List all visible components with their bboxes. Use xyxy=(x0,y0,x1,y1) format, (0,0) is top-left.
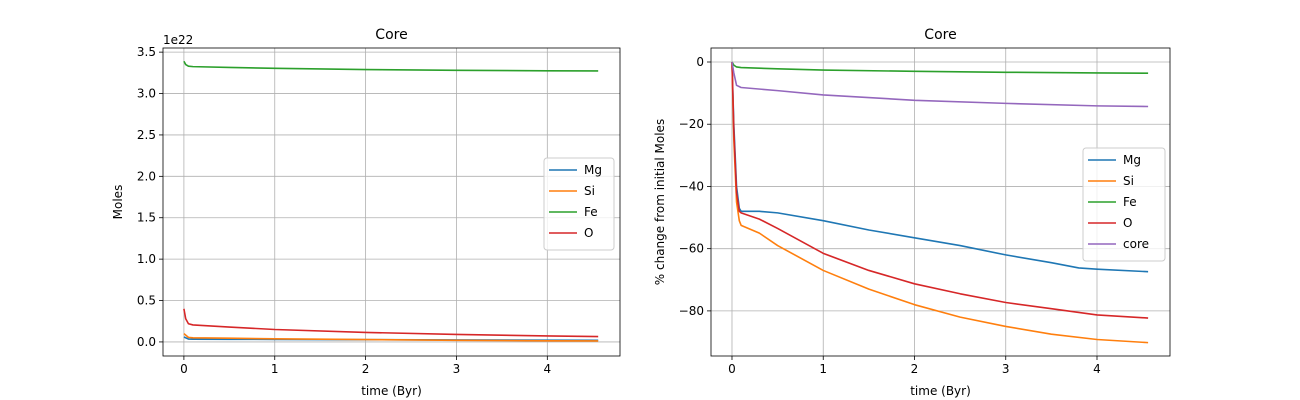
y-axis-label: % change from initial Moles xyxy=(653,119,667,285)
x-tick-label: 2 xyxy=(362,362,370,376)
y-tick-label: 1.0 xyxy=(137,252,156,266)
legend-label-o: O xyxy=(584,226,593,240)
y-tick-label: −80 xyxy=(679,304,704,318)
x-tick-label: 1 xyxy=(819,362,827,376)
y-axis-label: Moles xyxy=(111,185,125,220)
axes-frame xyxy=(162,47,621,357)
x-tick-label: 1 xyxy=(271,362,279,376)
x-tick-label: 4 xyxy=(543,362,551,376)
y-tick-label: 2.0 xyxy=(137,169,156,183)
y-tick-label: 2.5 xyxy=(137,128,156,142)
y-tick-label: −40 xyxy=(679,179,704,193)
legend-label-si: Si xyxy=(1123,174,1134,188)
y-tick-label: 3.5 xyxy=(137,45,156,59)
legend-label-mg: Mg xyxy=(584,163,602,177)
series-line-core xyxy=(731,61,1149,108)
x-tick-label: 4 xyxy=(1093,362,1101,376)
x-tick-label: 3 xyxy=(453,362,461,376)
series-line-si xyxy=(731,61,1149,344)
axes-frame xyxy=(710,47,1171,357)
series-line-fe xyxy=(183,60,599,72)
y-offset-label: 1e22 xyxy=(163,33,193,47)
x-tick-label: 0 xyxy=(728,362,736,376)
series-line-si xyxy=(183,333,599,342)
y-tick-label: −60 xyxy=(679,242,704,256)
series-line-o xyxy=(731,61,1149,319)
legend-label-fe: Fe xyxy=(584,205,598,219)
legend-label-o: O xyxy=(1123,216,1132,230)
series-line-o xyxy=(183,308,599,338)
legend-label-core: core xyxy=(1123,237,1149,251)
y-tick-label: 3.0 xyxy=(137,87,156,101)
legend: Mg Si Fe O xyxy=(543,157,615,251)
x-tick-label: 3 xyxy=(1002,362,1010,376)
legend-box xyxy=(1082,147,1166,262)
y-tick-label: 0 xyxy=(696,55,704,69)
legend-label-fe: Fe xyxy=(1123,195,1137,209)
x-axis-label: time (Byr) xyxy=(361,384,422,398)
series-line-fe xyxy=(731,61,1149,74)
y-tick-label: 1.5 xyxy=(137,211,156,225)
chart-moles: 0 1 2 3 4 0.0 0.5 1.0 1.5 2.0 2.5 3.0 3.5 1e22 Core tim… xyxy=(111,27,621,398)
chart-percent-change: 0 1 2 3 4 0 −20 −40 −60 −80 Core time (Byr) % change… xyxy=(653,27,1171,398)
y-tick-label: −20 xyxy=(679,117,704,131)
chart-title: Core xyxy=(375,27,407,43)
legend-label-mg: Mg xyxy=(1123,153,1141,167)
legend-label-si: Si xyxy=(584,184,595,198)
chart-title: Core xyxy=(924,27,956,43)
x-tick-label: 2 xyxy=(911,362,919,376)
legend-box xyxy=(543,157,615,251)
x-tick-label: 0 xyxy=(180,362,188,376)
y-tick-label: 0.5 xyxy=(137,294,156,308)
x-axis-label: time (Byr) xyxy=(910,384,971,398)
y-tick-label: 0.0 xyxy=(137,335,156,349)
